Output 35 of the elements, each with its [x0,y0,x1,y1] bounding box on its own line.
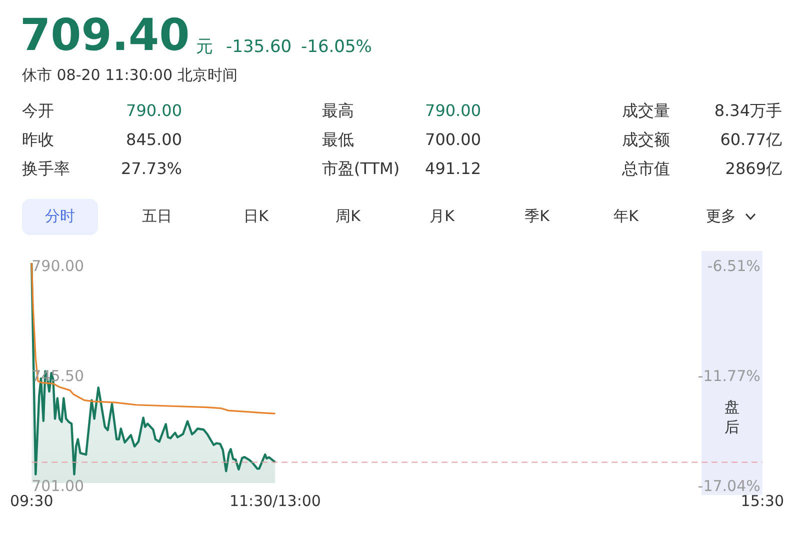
text: 27.73% [120,159,182,178]
text: 昨收 [22,130,54,149]
text: -16.05% [301,37,372,57]
text: 491.12 [425,159,481,178]
text: 2869亿 [725,159,782,178]
text: 8.34万手 [714,101,782,120]
text: 年K [614,207,638,225]
text: 790.00 [126,101,182,120]
text: 700.00 [425,130,481,149]
text: 60.77亿 [720,130,782,149]
text: 市盈(TTM) [322,159,400,178]
text: 成交额 [622,130,670,149]
text: 五日 [142,207,172,225]
text: 元 [196,37,213,57]
text: 换手率 [22,159,70,178]
text: 更多 [706,207,736,225]
text: 最低 [322,130,354,149]
text: 休市 08-20 11:30:00 北京时间 [22,66,238,84]
text: 最高 [322,101,354,120]
text: 790.00 [425,101,481,120]
text: -135.60 [226,37,292,57]
text: 季K [524,207,550,225]
y2-tick-label: -6.51% [707,256,760,275]
text: 709.40 [20,10,190,61]
text: 845.00 [126,130,182,149]
text: 今开 [22,101,54,120]
y2-tick-label: -11.77% [698,366,760,385]
text: 总市值 [622,159,670,178]
text: 分时 [45,207,75,225]
text: 成交量 [622,101,670,120]
text: 日K [244,207,268,225]
text: 周K [336,207,360,225]
x-tick-label: 11:30/13:00 [229,492,321,510]
text: 月K [430,207,454,225]
band-label: 盘后 [724,398,740,436]
